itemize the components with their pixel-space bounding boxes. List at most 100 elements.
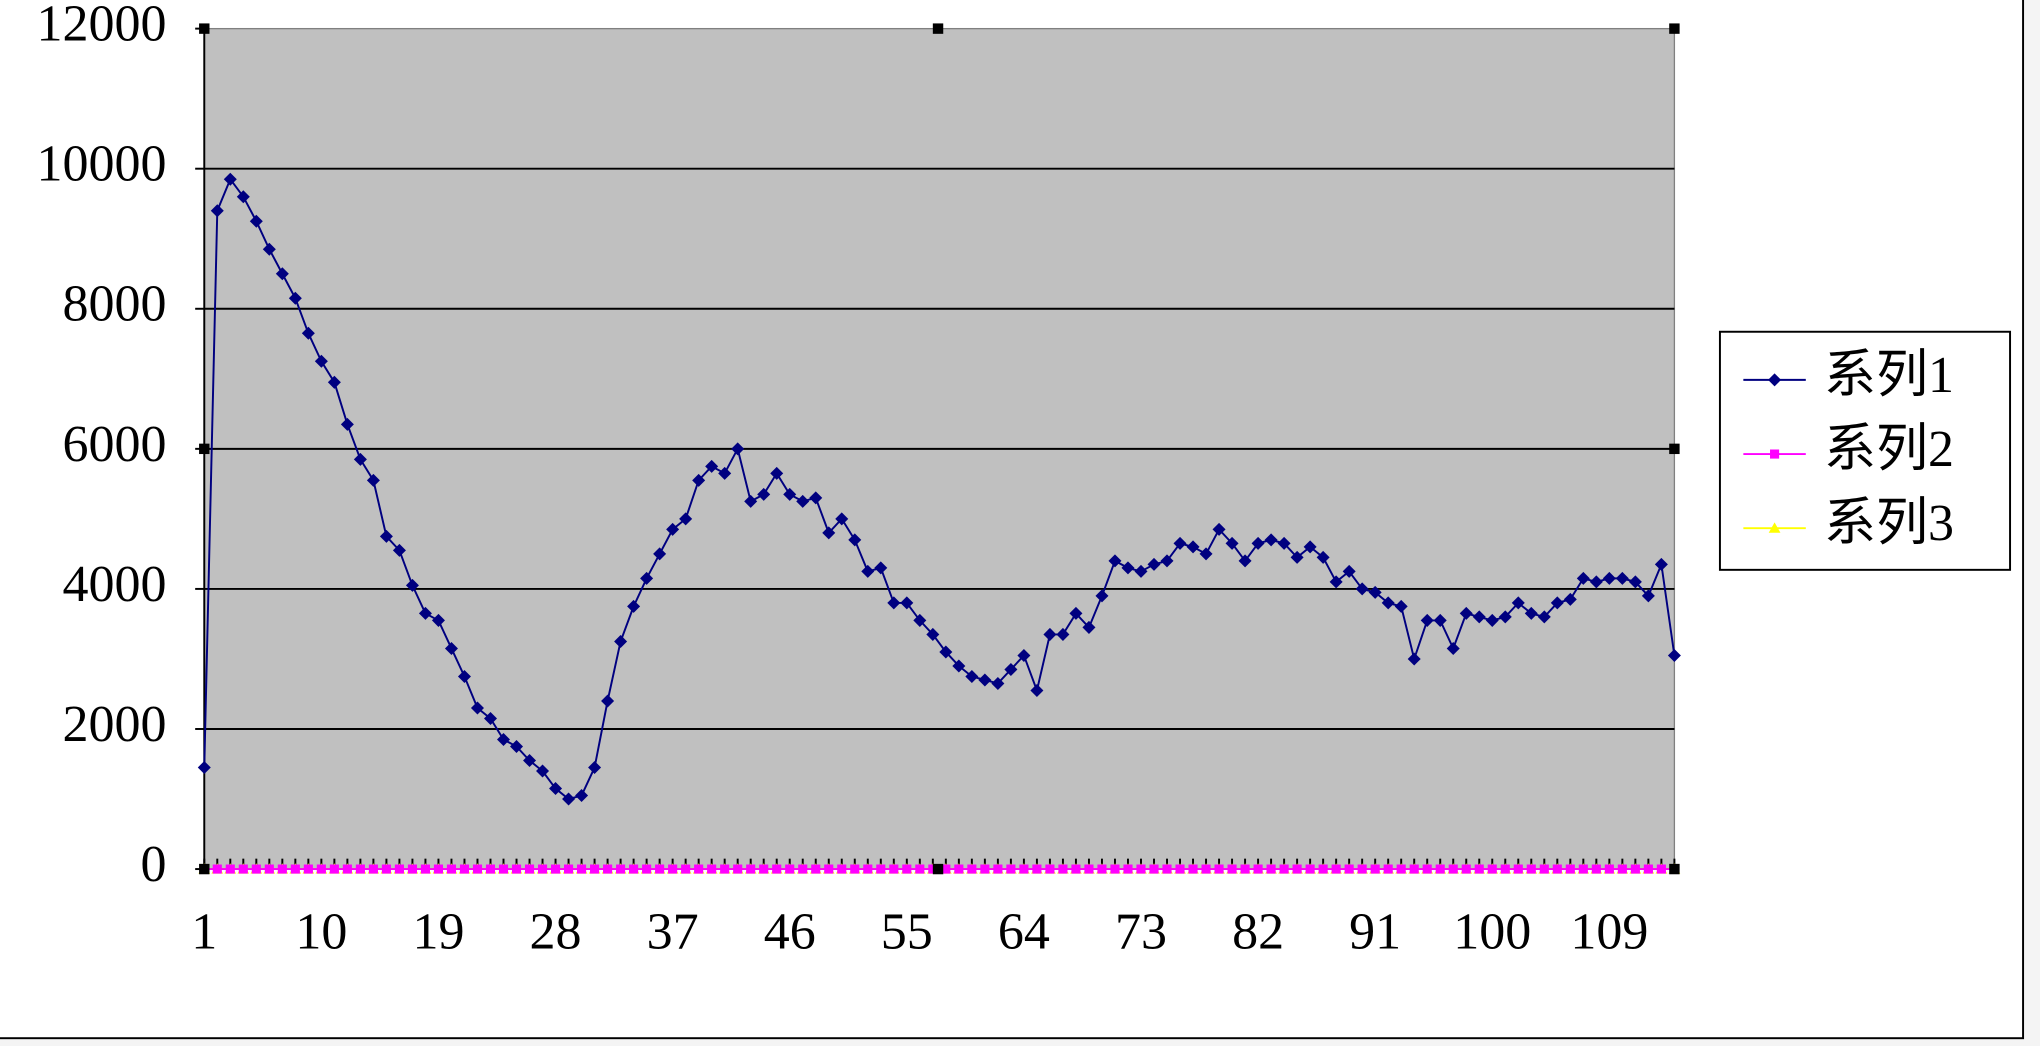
data-point xyxy=(498,864,509,874)
selection-handle xyxy=(199,23,210,34)
data-point xyxy=(1459,606,1473,620)
data-point xyxy=(1474,864,1484,874)
data-point xyxy=(798,864,808,874)
data-point xyxy=(1485,613,1499,627)
data-point xyxy=(1589,575,1603,589)
x-tick-label: 19 xyxy=(412,904,464,961)
data-point xyxy=(1617,864,1627,874)
data-point xyxy=(1212,522,1226,536)
data-point xyxy=(288,291,302,305)
data-point xyxy=(485,864,496,874)
data-point xyxy=(1656,864,1666,874)
data-point xyxy=(1539,864,1549,874)
data-point xyxy=(1160,554,1174,568)
data-point xyxy=(225,864,235,874)
legend-marker xyxy=(1770,449,1780,459)
data-point xyxy=(510,739,524,754)
data-point xyxy=(902,864,912,874)
x-tick-label: 28 xyxy=(530,904,582,961)
data-point xyxy=(1058,864,1068,874)
data-point xyxy=(772,864,782,874)
data-point xyxy=(457,669,471,683)
data-point xyxy=(1435,864,1445,874)
data-point xyxy=(1006,864,1016,874)
data-point xyxy=(342,864,352,874)
data-point xyxy=(1305,864,1315,874)
legend-label: 系列1 xyxy=(1824,347,1954,404)
data-point xyxy=(861,564,875,578)
data-point xyxy=(863,864,873,874)
data-point xyxy=(692,473,706,487)
y-tick-label: 10000 xyxy=(37,136,167,193)
data-point xyxy=(459,864,470,874)
data-point xyxy=(588,761,602,775)
data-point xyxy=(1550,596,1564,610)
data-point xyxy=(978,673,992,687)
data-point xyxy=(848,533,862,547)
data-point xyxy=(991,676,1005,690)
data-point xyxy=(1511,596,1525,610)
data-point xyxy=(850,864,860,874)
x-tick-label: 73 xyxy=(1115,904,1167,961)
data-point xyxy=(1433,613,1447,627)
data-point xyxy=(1318,864,1328,874)
legend[interactable] xyxy=(1718,330,2012,571)
data-point xyxy=(407,864,417,874)
data-point xyxy=(1084,864,1094,874)
data-point xyxy=(1604,864,1614,874)
data-point xyxy=(1173,536,1187,550)
data-point xyxy=(601,694,615,708)
data-point xyxy=(511,864,522,874)
data-point xyxy=(1630,864,1640,874)
data-point xyxy=(1292,864,1302,874)
selection-handle xyxy=(932,23,944,34)
data-point xyxy=(913,613,927,627)
data-point xyxy=(1344,864,1354,874)
selection-handle xyxy=(199,443,210,455)
data-point xyxy=(236,190,250,204)
data-point xyxy=(1513,864,1523,874)
data-point xyxy=(1253,864,1263,874)
data-point xyxy=(470,701,484,715)
data-point xyxy=(1461,864,1471,874)
x-tick-label: 55 xyxy=(881,904,933,961)
data-point xyxy=(1641,589,1655,603)
data-point xyxy=(757,487,771,501)
data-point xyxy=(1643,864,1653,874)
y-tick-label: 8000 xyxy=(63,276,167,333)
data-point xyxy=(562,792,576,806)
data-point xyxy=(1214,864,1224,874)
data-point xyxy=(707,864,717,874)
data-point xyxy=(900,596,914,610)
data-point xyxy=(394,864,404,874)
data-point xyxy=(1188,864,1198,874)
data-point xyxy=(759,864,769,874)
data-point xyxy=(783,487,797,501)
data-point xyxy=(837,864,847,874)
data-point xyxy=(1420,613,1434,627)
data-point xyxy=(954,864,964,874)
data-point xyxy=(993,864,1003,874)
data-point xyxy=(616,864,626,874)
data-point xyxy=(824,864,834,874)
x-tick-label: 109 xyxy=(1570,904,1648,961)
data-point xyxy=(809,491,823,505)
data-point xyxy=(1097,864,1107,874)
data-point xyxy=(1524,606,1538,620)
data-point xyxy=(733,864,743,874)
data-point xyxy=(405,578,419,592)
data-point xyxy=(1576,571,1590,585)
data-point xyxy=(564,864,574,874)
data-point xyxy=(433,864,444,874)
data-point xyxy=(1266,864,1276,874)
data-point xyxy=(1565,864,1575,874)
x-tick-label: 64 xyxy=(998,904,1050,961)
data-point xyxy=(1383,864,1393,874)
data-point xyxy=(874,561,888,575)
data-point xyxy=(746,864,756,874)
data-point xyxy=(381,864,391,874)
data-point xyxy=(1199,547,1213,561)
legend-label: 系列2 xyxy=(1824,421,1954,478)
data-point xyxy=(1162,864,1172,874)
selection-handle xyxy=(932,863,944,875)
